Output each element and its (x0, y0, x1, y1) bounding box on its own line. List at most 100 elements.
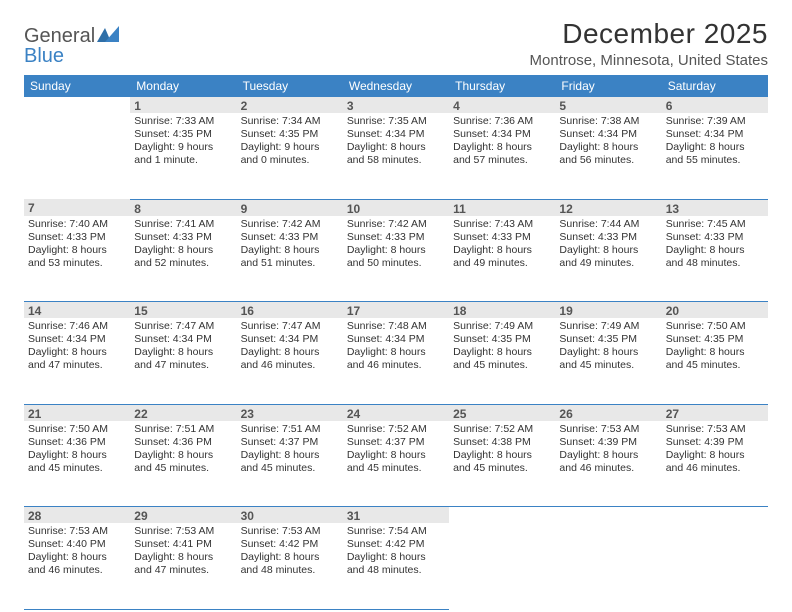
day2-line: and 58 minutes. (347, 154, 445, 167)
day1-line: Daylight: 8 hours (666, 141, 764, 154)
day-number (555, 507, 661, 524)
day-details: Sunrise: 7:42 AMSunset: 4:33 PMDaylight:… (347, 218, 445, 271)
day-details: Sunrise: 7:48 AMSunset: 4:34 PMDaylight:… (347, 320, 445, 373)
daynum-row: 78910111213 (24, 199, 768, 216)
day-number (662, 507, 768, 524)
day-number: 21 (24, 404, 130, 421)
day-cell: Sunrise: 7:53 AMSunset: 4:42 PMDaylight:… (237, 523, 343, 609)
day-content-row: Sunrise: 7:46 AMSunset: 4:34 PMDaylight:… (24, 318, 768, 404)
day-number: 16 (237, 302, 343, 319)
sunrise-line: Sunrise: 7:39 AM (666, 115, 764, 128)
day-cell: Sunrise: 7:51 AMSunset: 4:37 PMDaylight:… (237, 421, 343, 507)
day-cell (24, 113, 130, 199)
day-content-row: Sunrise: 7:50 AMSunset: 4:36 PMDaylight:… (24, 421, 768, 507)
day-cell: Sunrise: 7:51 AMSunset: 4:36 PMDaylight:… (130, 421, 236, 507)
day2-line: and 48 minutes. (666, 257, 764, 270)
brand-blue: Blue (24, 45, 64, 67)
sunrise-line: Sunrise: 7:47 AM (241, 320, 339, 333)
sunrise-line: Sunrise: 7:38 AM (559, 115, 657, 128)
brand-name: General Blue (24, 26, 119, 66)
day-cell: Sunrise: 7:41 AMSunset: 4:33 PMDaylight:… (130, 216, 236, 302)
day2-line: and 45 minutes. (347, 462, 445, 475)
sunrise-line: Sunrise: 7:53 AM (241, 525, 339, 538)
logo-mark-icon (95, 25, 119, 47)
day-details: Sunrise: 7:33 AMSunset: 4:35 PMDaylight:… (134, 115, 232, 168)
sunrise-line: Sunrise: 7:48 AM (347, 320, 445, 333)
day1-line: Daylight: 8 hours (347, 346, 445, 359)
day-number: 6 (662, 97, 768, 113)
sunrise-line: Sunrise: 7:45 AM (666, 218, 764, 231)
day1-line: Daylight: 8 hours (28, 551, 126, 564)
sunrise-line: Sunrise: 7:52 AM (453, 423, 551, 436)
day-number: 13 (662, 199, 768, 216)
sunset-line: Sunset: 4:35 PM (559, 333, 657, 346)
day2-line: and 46 minutes. (559, 462, 657, 475)
day-details: Sunrise: 7:53 AMSunset: 4:42 PMDaylight:… (241, 525, 339, 578)
day1-line: Daylight: 8 hours (666, 244, 764, 257)
sunset-line: Sunset: 4:34 PM (241, 333, 339, 346)
sunrise-line: Sunrise: 7:47 AM (134, 320, 232, 333)
sunrise-line: Sunrise: 7:53 AM (666, 423, 764, 436)
day-details: Sunrise: 7:47 AMSunset: 4:34 PMDaylight:… (241, 320, 339, 373)
day-cell: Sunrise: 7:52 AMSunset: 4:38 PMDaylight:… (449, 421, 555, 507)
day-number (449, 507, 555, 524)
day1-line: Daylight: 8 hours (347, 244, 445, 257)
day-number: 5 (555, 97, 661, 113)
calendar-head: Sunday Monday Tuesday Wednesday Thursday… (24, 75, 768, 97)
sunset-line: Sunset: 4:34 PM (347, 128, 445, 141)
day-details: Sunrise: 7:35 AMSunset: 4:34 PMDaylight:… (347, 115, 445, 168)
day1-line: Daylight: 8 hours (134, 551, 232, 564)
day-details: Sunrise: 7:42 AMSunset: 4:33 PMDaylight:… (241, 218, 339, 271)
day-content-row: Sunrise: 7:53 AMSunset: 4:40 PMDaylight:… (24, 523, 768, 609)
day-cell: Sunrise: 7:33 AMSunset: 4:35 PMDaylight:… (130, 113, 236, 199)
day-cell: Sunrise: 7:53 AMSunset: 4:41 PMDaylight:… (130, 523, 236, 609)
weekday-tuesday: Tuesday (237, 75, 343, 97)
day2-line: and 55 minutes. (666, 154, 764, 167)
day-number: 24 (343, 404, 449, 421)
day-number: 3 (343, 97, 449, 113)
day1-line: Daylight: 8 hours (28, 449, 126, 462)
day-cell: Sunrise: 7:34 AMSunset: 4:35 PMDaylight:… (237, 113, 343, 199)
day-cell: Sunrise: 7:40 AMSunset: 4:33 PMDaylight:… (24, 216, 130, 302)
day-number: 23 (237, 404, 343, 421)
day-number: 11 (449, 199, 555, 216)
sunset-line: Sunset: 4:39 PM (666, 436, 764, 449)
day-details: Sunrise: 7:45 AMSunset: 4:33 PMDaylight:… (666, 218, 764, 271)
sunset-line: Sunset: 4:38 PM (453, 436, 551, 449)
day-number: 1 (130, 97, 236, 113)
day2-line: and 46 minutes. (241, 359, 339, 372)
day1-line: Daylight: 8 hours (666, 449, 764, 462)
day2-line: and 1 minute. (134, 154, 232, 167)
day-details: Sunrise: 7:47 AMSunset: 4:34 PMDaylight:… (134, 320, 232, 373)
day1-line: Daylight: 8 hours (241, 346, 339, 359)
sunset-line: Sunset: 4:39 PM (559, 436, 657, 449)
day-details: Sunrise: 7:43 AMSunset: 4:33 PMDaylight:… (453, 218, 551, 271)
day2-line: and 53 minutes. (28, 257, 126, 270)
day-details: Sunrise: 7:49 AMSunset: 4:35 PMDaylight:… (453, 320, 551, 373)
title-block: December 2025 Montrose, Minnesota, Unite… (530, 18, 768, 69)
day2-line: and 47 minutes. (134, 564, 232, 577)
sunrise-line: Sunrise: 7:40 AM (28, 218, 126, 231)
day-details: Sunrise: 7:53 AMSunset: 4:40 PMDaylight:… (28, 525, 126, 578)
day-cell: Sunrise: 7:52 AMSunset: 4:37 PMDaylight:… (343, 421, 449, 507)
day-content-row: Sunrise: 7:40 AMSunset: 4:33 PMDaylight:… (24, 216, 768, 302)
day2-line: and 45 minutes. (453, 462, 551, 475)
day-details: Sunrise: 7:41 AMSunset: 4:33 PMDaylight:… (134, 218, 232, 271)
day-cell: Sunrise: 7:44 AMSunset: 4:33 PMDaylight:… (555, 216, 661, 302)
sunset-line: Sunset: 4:33 PM (453, 231, 551, 244)
day-cell: Sunrise: 7:48 AMSunset: 4:34 PMDaylight:… (343, 318, 449, 404)
day2-line: and 46 minutes. (666, 462, 764, 475)
day1-line: Daylight: 8 hours (347, 551, 445, 564)
sunset-line: Sunset: 4:42 PM (347, 538, 445, 551)
day-details: Sunrise: 7:46 AMSunset: 4:34 PMDaylight:… (28, 320, 126, 373)
sunrise-line: Sunrise: 7:41 AM (134, 218, 232, 231)
location: Montrose, Minnesota, United States (530, 52, 768, 69)
day2-line: and 45 minutes. (134, 462, 232, 475)
sunset-line: Sunset: 4:33 PM (28, 231, 126, 244)
sunset-line: Sunset: 4:35 PM (241, 128, 339, 141)
day1-line: Daylight: 8 hours (347, 141, 445, 154)
day-details: Sunrise: 7:50 AMSunset: 4:35 PMDaylight:… (666, 320, 764, 373)
day1-line: Daylight: 9 hours (134, 141, 232, 154)
day2-line: and 48 minutes. (241, 564, 339, 577)
day1-line: Daylight: 8 hours (134, 346, 232, 359)
